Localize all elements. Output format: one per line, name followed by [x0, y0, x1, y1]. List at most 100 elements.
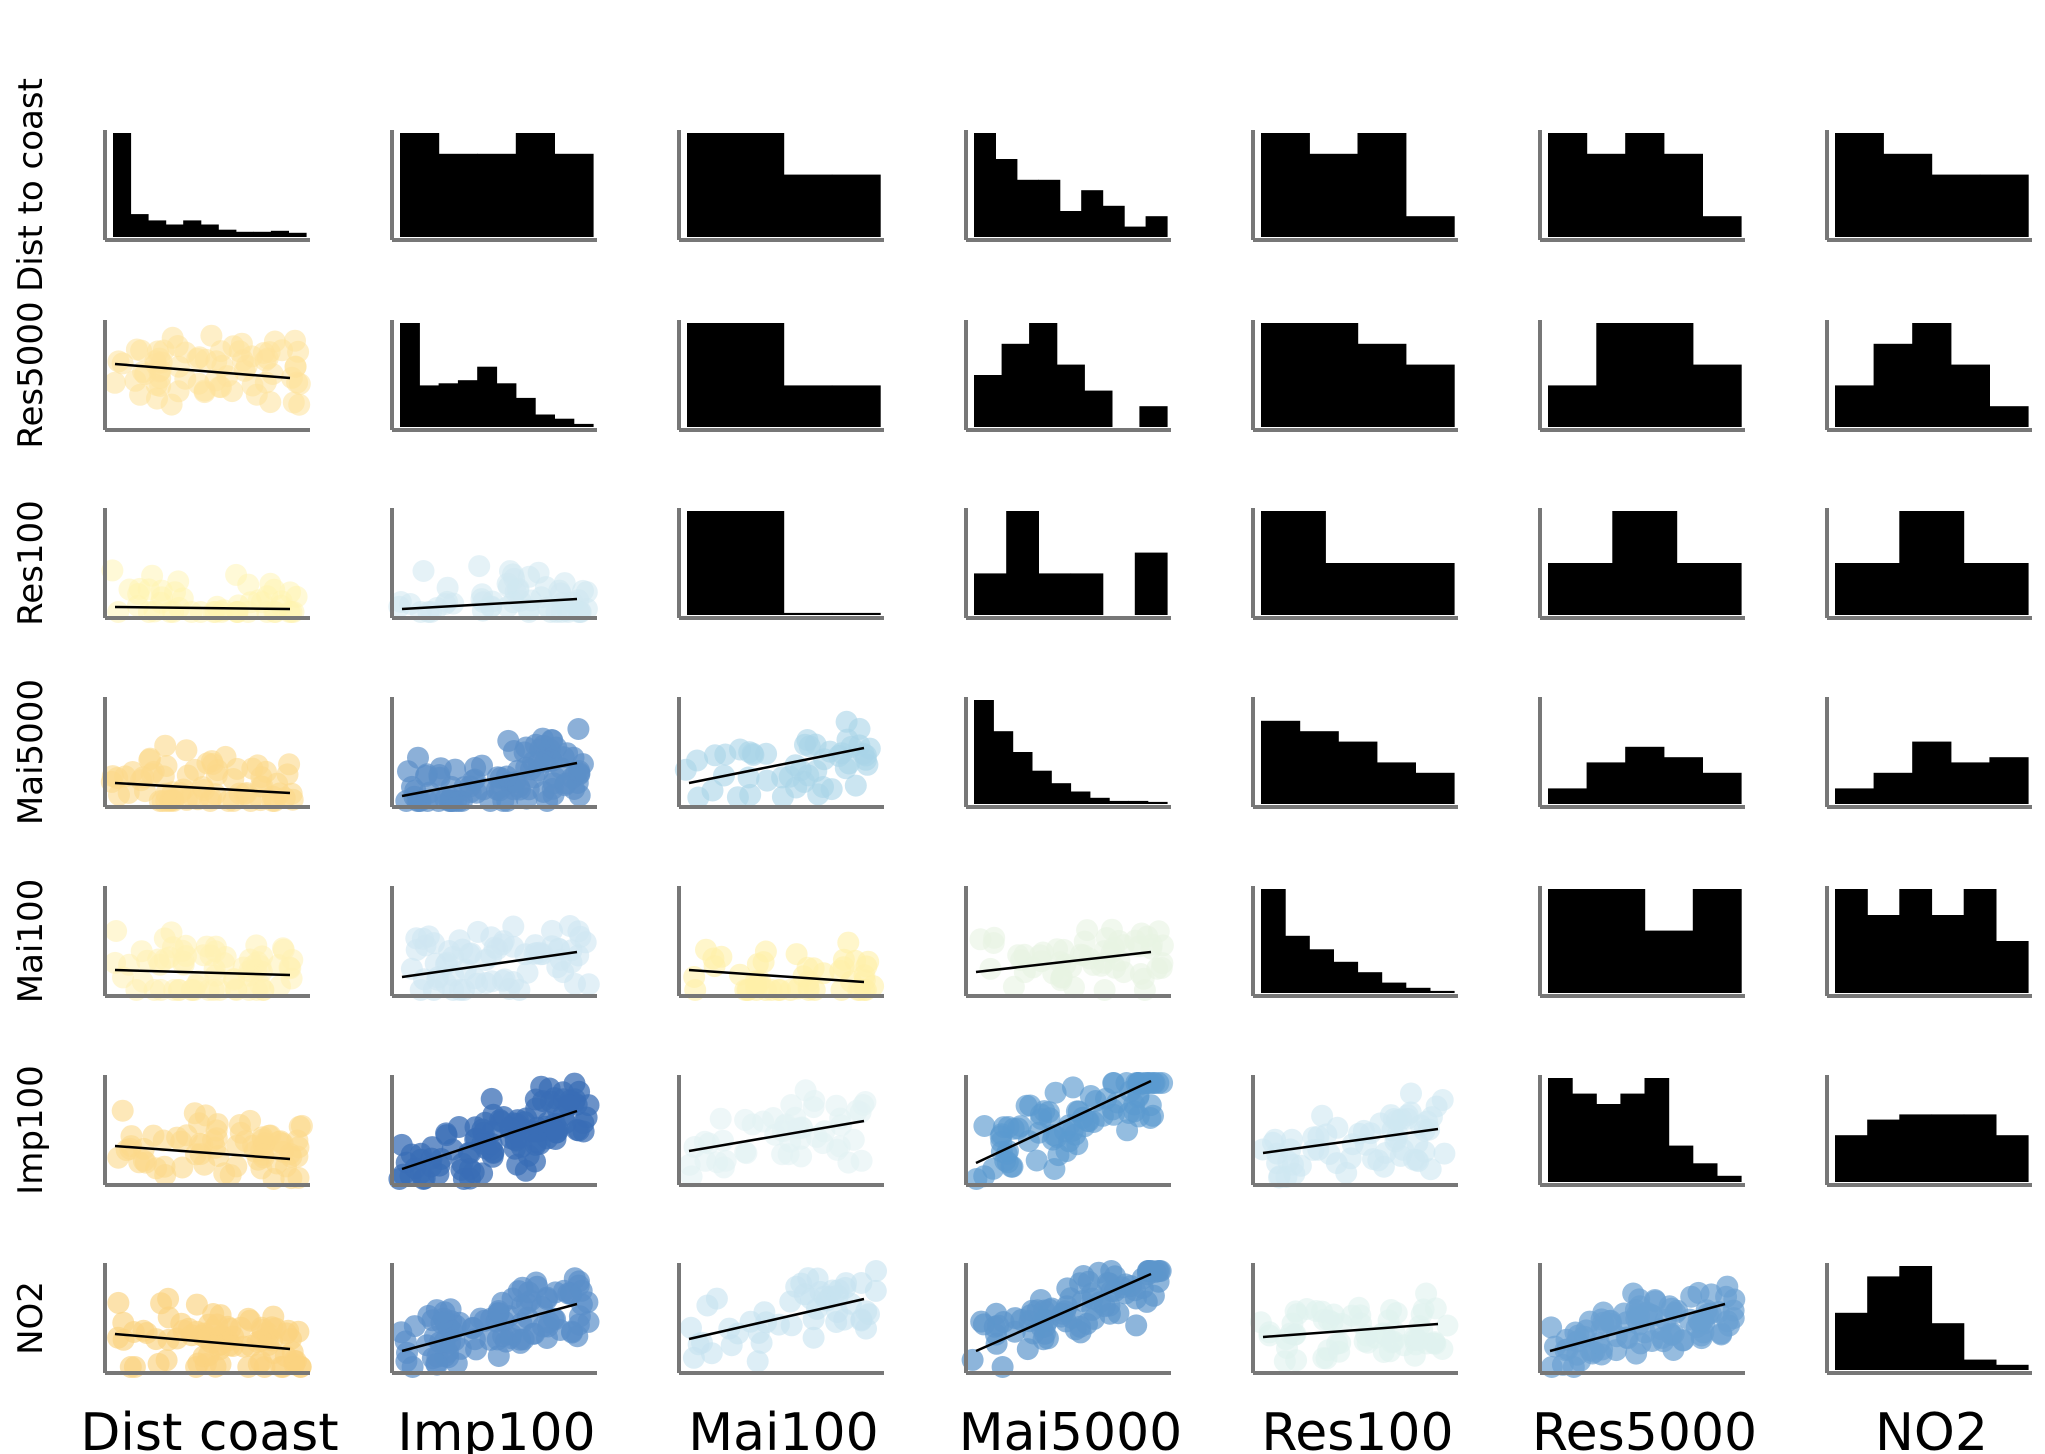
scatter-point	[1672, 1329, 1695, 1352]
histogram-cell-r0-c3	[964, 130, 1171, 242]
scatter-point	[284, 329, 306, 352]
histogram-bar	[1963, 1359, 1997, 1370]
scatter-point	[160, 921, 183, 944]
histogram-bar	[1081, 190, 1104, 237]
scatter-point	[132, 360, 155, 383]
scatter-point	[536, 1327, 558, 1349]
scatter-point	[556, 599, 579, 622]
scatter-point	[796, 729, 819, 751]
scatter-point	[200, 324, 223, 347]
histogram-bar	[974, 133, 996, 237]
histogram-bar	[438, 383, 459, 427]
scatter-point	[1093, 951, 1116, 974]
histogram-bar	[783, 174, 833, 237]
scatter-point	[1062, 1076, 1084, 1099]
histogram-bar	[1931, 1323, 1965, 1370]
histogram-cell-r1-c6	[1825, 320, 2032, 432]
scatter-point	[210, 376, 232, 399]
scatter-point	[117, 781, 140, 804]
scatter-cell-r5-c0	[103, 1075, 313, 1190]
histogram-bar	[253, 231, 272, 237]
scatter-point	[818, 740, 841, 763]
histogram-bar	[1702, 216, 1742, 237]
histogram-bar	[573, 423, 594, 427]
scatter-point	[973, 1115, 996, 1137]
histogram-bar	[1405, 216, 1455, 237]
row-label: Mai100	[11, 879, 51, 1004]
histogram-cell-r0-c4	[1251, 130, 1458, 242]
row-label: Mai5000	[11, 679, 51, 825]
scatter-point	[1367, 1149, 1390, 1172]
scatter-point	[238, 948, 261, 971]
histogram-bar	[400, 133, 440, 237]
histogram-cell-r1-c3	[964, 320, 1171, 432]
scatter-point	[686, 749, 709, 772]
scatter-cell-r6-c0	[103, 1263, 312, 1378]
histogram-bar	[1145, 216, 1168, 237]
histogram-bar	[974, 375, 1003, 427]
scatter-point	[515, 736, 538, 759]
scatter-point	[803, 1089, 826, 1112]
histogram-bar	[1070, 573, 1104, 615]
histogram-bar	[831, 612, 881, 615]
histogram-bar	[1989, 406, 2029, 427]
scatter-point	[712, 1129, 734, 1152]
scatter-point	[802, 1326, 825, 1349]
scatter-point	[528, 941, 551, 964]
histogram-bar	[1261, 511, 1326, 615]
histogram-bar	[535, 414, 555, 427]
scatter-point	[471, 1162, 494, 1185]
scatter-point	[396, 1341, 418, 1364]
histogram-bar	[113, 133, 132, 237]
histogram-bar	[1261, 133, 1310, 237]
scatter-point	[1007, 944, 1030, 967]
histogram-bar	[1016, 179, 1039, 237]
scatter-point	[1066, 1133, 1089, 1156]
scatter-cell-r2-c1	[388, 508, 598, 623]
histogram-bar	[1912, 323, 1952, 427]
scatter-point	[726, 786, 749, 809]
histogram-bar	[1835, 1135, 1868, 1182]
histogram-bar	[1285, 935, 1310, 993]
scatter-point	[444, 758, 467, 781]
scatter-point	[844, 774, 867, 797]
scatter-point	[1436, 1314, 1459, 1337]
histogram-bar	[1873, 772, 1913, 804]
scatter-point	[142, 1124, 165, 1147]
histogram-cell-r1-c4	[1251, 320, 1458, 432]
histogram-bar	[1548, 889, 1597, 993]
histogram-bar	[1051, 783, 1072, 804]
histogram-bar	[1963, 889, 1997, 993]
scatter-point	[865, 1260, 887, 1282]
scatter-point	[548, 579, 571, 602]
scatter-point	[430, 1311, 453, 1334]
scatter-point	[491, 969, 514, 992]
histogram-bar	[735, 323, 785, 427]
histogram-bar	[1261, 720, 1301, 804]
scatter-point	[1406, 1328, 1429, 1351]
scatter-point	[1030, 1103, 1052, 1126]
scatter-point	[465, 1338, 488, 1361]
histogram-bar	[1835, 788, 1875, 804]
scatter-point	[214, 946, 237, 968]
scatter-point	[1625, 1342, 1648, 1365]
histogram-bar	[1676, 563, 1742, 615]
histogram-bar	[1835, 889, 1868, 993]
histogram-bar	[1309, 949, 1334, 993]
scatter-point	[152, 765, 175, 788]
scatter-point	[154, 734, 177, 757]
trend-line	[114, 605, 291, 611]
histogram-bar	[1620, 1093, 1646, 1182]
histogram-bar	[1128, 800, 1149, 804]
scatter-point	[241, 757, 264, 780]
scatter-point	[771, 1120, 794, 1143]
scatter-point	[497, 729, 520, 752]
scatter-point	[1722, 1307, 1745, 1330]
scatter-point	[412, 560, 435, 582]
histogram-bar	[1299, 731, 1339, 804]
histogram-cell-r4-c4	[1251, 886, 1458, 998]
histogram-cell-r3-c4	[1251, 697, 1458, 809]
scatter-point	[119, 1137, 142, 1160]
histogram-bar	[1835, 133, 1884, 237]
histogram-bar	[1931, 915, 1965, 993]
